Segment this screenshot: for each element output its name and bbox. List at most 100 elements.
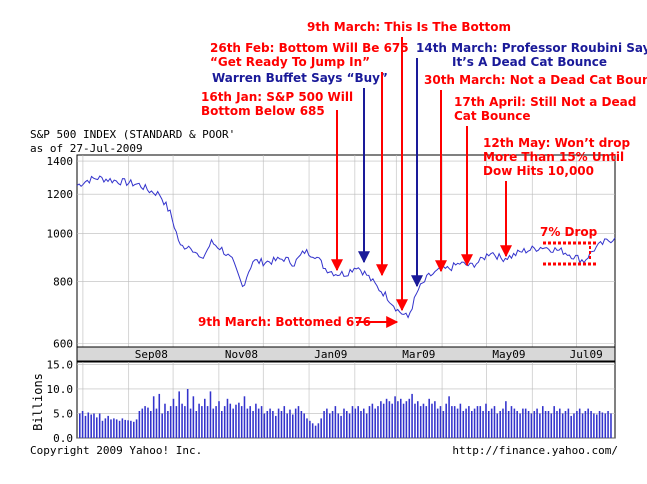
volume-bar (98, 413, 101, 438)
price-series-line (76, 175, 616, 319)
volume-bar (334, 406, 337, 438)
price-x-tick-label: Mar09 (402, 348, 435, 361)
volume-bar (283, 406, 286, 438)
volume-bar (90, 414, 92, 438)
annotation-apr17-line1: 17th April: Still Not a Dead (454, 95, 636, 109)
volume-bar (206, 406, 209, 438)
volume-bar (118, 420, 121, 438)
volume-bar (158, 393, 161, 438)
volume-y-tick-label: 5.0 (53, 407, 73, 420)
volume-bar (101, 420, 104, 438)
volume-bar (175, 406, 178, 438)
volume-bar (169, 406, 172, 438)
volume-bar (482, 411, 484, 438)
price-x-tick-label: Jul09 (570, 348, 603, 361)
volume-bar (309, 420, 311, 438)
volume-y-axis: 15.0 10.0 5.0 0.0 (47, 358, 74, 445)
volume-bar (604, 413, 607, 438)
volume-bar (135, 419, 138, 438)
volume-bar (451, 406, 453, 438)
volume-bar (223, 406, 226, 438)
volume-bar (414, 403, 416, 438)
volume-bar (505, 401, 507, 438)
volume-bar (141, 408, 144, 438)
annotation-apr17-line2: Cat Bounce (454, 109, 531, 123)
annotation-mar30: 30th March: Not a Dead Cat Bounce (424, 73, 647, 87)
volume-bar (289, 409, 291, 438)
volume-bar (238, 402, 240, 438)
volume-bar (380, 401, 382, 438)
volume-bar (152, 396, 155, 438)
price-x-tick-label: Sep08 (135, 348, 168, 361)
volume-bar (340, 415, 342, 438)
volume-bar (576, 411, 578, 438)
annotation-drop: 7% Drop (540, 225, 598, 239)
volume-bar (365, 413, 368, 438)
volume-bar (240, 406, 243, 438)
volume-bar (456, 408, 459, 438)
volume-bar (346, 411, 348, 438)
volume-bar (147, 407, 149, 438)
volume-bar (252, 411, 254, 438)
annotation-jan16-line2: Bottom Below 685 (201, 104, 325, 118)
volume-bar (212, 408, 215, 438)
volume-bar (561, 413, 564, 438)
volume-bar (573, 413, 575, 438)
volume-bar (485, 403, 487, 438)
volume-bar (479, 406, 482, 438)
volume-bar (357, 406, 359, 438)
annotation-arrows (331, 37, 512, 328)
volume-bar (226, 398, 229, 438)
volume-bar (473, 408, 476, 438)
volume-bar (368, 406, 371, 438)
volume-bar (465, 408, 467, 438)
volume-bar (593, 413, 595, 438)
volume-bar (269, 408, 271, 438)
volume-bar (221, 411, 223, 438)
volume-bar (422, 403, 425, 438)
volume-bar (462, 411, 465, 438)
x-axis-band (76, 346, 616, 362)
volume-bar (311, 423, 314, 438)
volume-bar (488, 411, 490, 438)
volume-bar (434, 401, 436, 438)
volume-bar (567, 408, 570, 438)
volume-bar (476, 406, 479, 438)
annotation-feb26-line1: 26th Feb: Bottom Will Be 675 (210, 41, 409, 55)
volume-bar (513, 408, 516, 438)
volume-bar (533, 411, 536, 438)
volume-bar (260, 406, 263, 438)
price-y-tick-label: 1400 (47, 155, 74, 168)
volume-bar (317, 423, 320, 438)
volume-bar (348, 413, 351, 438)
volume-bar (519, 413, 521, 438)
volume-bar (155, 408, 158, 438)
volume-bar (510, 406, 513, 438)
volume-bar (553, 406, 555, 438)
volume-bar (547, 411, 550, 438)
price-y-axis: 1400 1200 1000 800 600 (47, 155, 74, 350)
annotation-mar9-top: 9th March: This Is The Bottom (307, 20, 511, 34)
volume-bar (610, 413, 612, 438)
volume-bar (431, 403, 433, 438)
volume-bar (544, 411, 547, 438)
volume-bar (550, 413, 553, 438)
price-x-tick-label: Jan09 (314, 348, 347, 361)
volume-bar (124, 419, 126, 438)
volume-bar (524, 408, 527, 438)
volume-bar (578, 408, 581, 438)
volume-bar (107, 415, 109, 438)
volume-y-tick-label: 15.0 (47, 358, 74, 371)
annotation-may12-line3: Dow Hits 10,000 (483, 164, 594, 178)
volume-bar (363, 408, 365, 438)
volume-bar (564, 411, 567, 438)
as-of-date: as of 27-Jul-2009 (30, 142, 143, 155)
volume-bar (201, 406, 203, 438)
volume-bar (354, 408, 357, 438)
price-panel: 1400 1200 1000 800 600 Sep08 Nov08 Jan09 Mar09 M… (47, 154, 616, 362)
volume-bar (263, 413, 266, 438)
volume-bar (172, 398, 175, 438)
volume-bar (584, 411, 587, 438)
volume-bar (607, 411, 609, 438)
